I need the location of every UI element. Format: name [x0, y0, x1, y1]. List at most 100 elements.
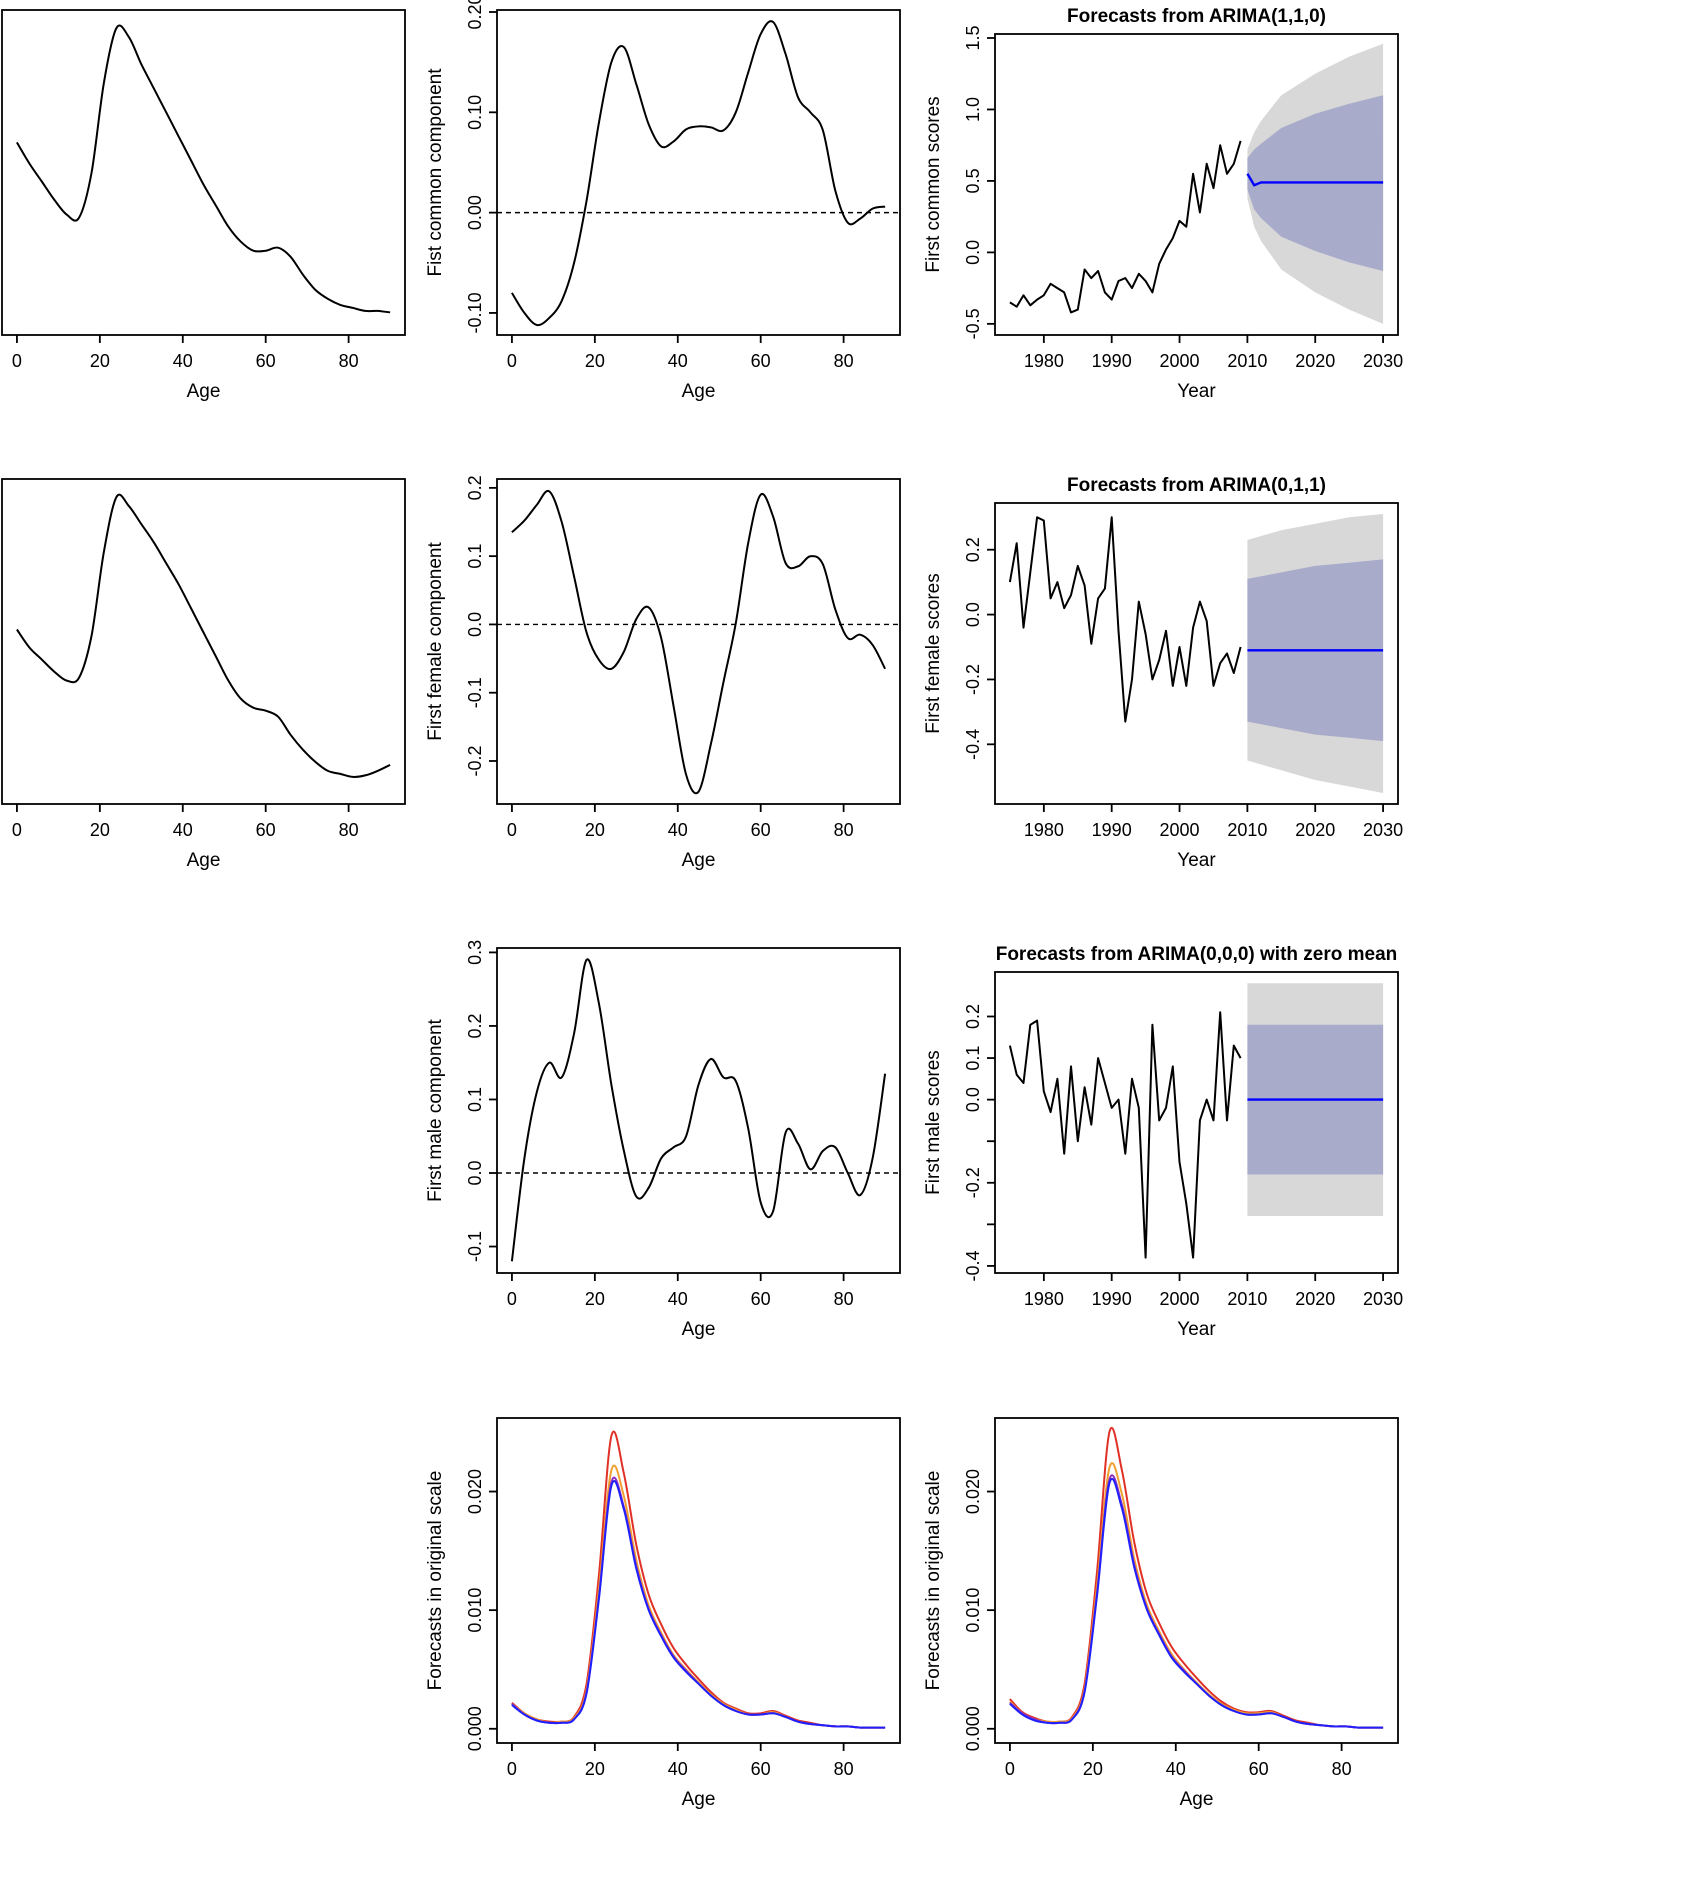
series-common-mean-curve — [16, 24, 391, 314]
x-tick-label: 1990 — [1092, 351, 1132, 371]
y-tick-label: 0.5 — [963, 168, 983, 193]
panel-title: Forecasts from ARIMA(1,1,0) — [1067, 6, 1326, 27]
x-tick-label: 20 — [90, 820, 110, 840]
x-tick-label: 60 — [1249, 1759, 1269, 1779]
y-tick-label: 0.0 — [963, 1087, 983, 1112]
panel-title: Forecasts from ARIMA(0,0,0) with zero me… — [996, 944, 1398, 965]
x-tick-label: 40 — [668, 1289, 688, 1309]
panel-c8: 1980 1990 2000 2010 2020 2030 -0.4 -0.2 0.0 0.1 0.… — [923, 944, 1403, 1340]
x-tick-label: 20 — [585, 1759, 605, 1779]
y-tick-label: 1.5 — [963, 25, 983, 50]
y-axis-title: First male scores — [923, 1050, 944, 1195]
y-tick-label: -0.2 — [963, 1167, 983, 1198]
y-tick-label: 0.0 — [963, 602, 983, 627]
history-line — [1008, 516, 1242, 723]
series-forecast-orange — [1009, 1462, 1384, 1729]
x-tick-label: 40 — [173, 820, 193, 840]
plot-box — [994, 971, 1399, 1274]
series-forecast-orange — [511, 1464, 886, 1729]
x-tick-label: 40 — [668, 1759, 688, 1779]
x-tick-label: 20 — [585, 1289, 605, 1309]
panel-c3: 1980 1990 2000 2010 2020 2030 -0.5 0.0 0.5 1.0 1.5… — [923, 6, 1403, 402]
plot-box — [994, 502, 1399, 805]
y-tick-label: 0.2 — [963, 537, 983, 562]
series-forecast-purple — [1009, 1474, 1384, 1729]
x-tick-label: 60 — [751, 1759, 771, 1779]
x-axis-title: Age — [1180, 1789, 1214, 1810]
x-tick-label: 20 — [585, 820, 605, 840]
y-tick-label: -0.1 — [465, 1231, 485, 1262]
y-tick-label: 0.0 — [465, 1160, 485, 1185]
x-tick-label: 2020 — [1295, 1289, 1335, 1309]
x-tick-label: 2000 — [1160, 820, 1200, 840]
y-tick-label: 0.00 — [465, 195, 485, 230]
series-forecast-blue — [511, 1480, 886, 1729]
panel-c10: 0 20 40 60 80 0.000 0.010 0.020 Age Forecasts in … — [923, 1417, 1399, 1810]
y-tick-label: 0.20 — [465, 0, 485, 30]
x-tick-label: 0 — [507, 1759, 517, 1779]
x-tick-label: 0 — [12, 351, 22, 371]
y-tick-label: -0.10 — [465, 292, 485, 333]
x-tick-label: 2030 — [1363, 351, 1403, 371]
y-tick-label: 0.1 — [963, 1046, 983, 1071]
x-tick-label: 80 — [339, 351, 359, 371]
x-tick-label: 2010 — [1227, 351, 1267, 371]
series-first-male-component — [510, 958, 887, 1262]
y-tick-label: 0.1 — [465, 544, 485, 569]
x-tick-label: 1980 — [1024, 820, 1064, 840]
plot-box — [496, 478, 901, 805]
x-tick-label: 40 — [173, 351, 193, 371]
x-tick-label: 40 — [668, 820, 688, 840]
x-axis-title: Age — [187, 381, 221, 402]
x-tick-label: 2020 — [1295, 351, 1335, 371]
x-tick-label: 0 — [1005, 1759, 1015, 1779]
y-tick-label: 0.020 — [963, 1469, 983, 1514]
panel-title: Forecasts from ARIMA(0,1,1) — [1067, 475, 1326, 496]
plot-box — [1, 478, 406, 805]
x-tick-label: 2030 — [1363, 820, 1403, 840]
x-tick-label: 2020 — [1295, 820, 1335, 840]
y-tick-label: -0.1 — [465, 677, 485, 708]
plot-box — [496, 9, 901, 336]
x-tick-label: 1990 — [1092, 1289, 1132, 1309]
x-tick-label: 80 — [1332, 1759, 1352, 1779]
y-tick-label: 0.10 — [465, 95, 485, 130]
x-axis-title: Year — [1177, 1319, 1216, 1340]
y-tick-label: 0.010 — [465, 1588, 485, 1633]
y-axis-title: Forecasts in original scale — [923, 1471, 944, 1691]
panel-c1: 0 20 40 60 80 Age — [1, 9, 406, 402]
x-tick-label: 80 — [834, 1759, 854, 1779]
series-first-common-component — [511, 20, 886, 327]
panel-c9: 0 20 40 60 80 0.000 0.010 0.020 Age Forecasts in … — [425, 1417, 901, 1810]
x-tick-label: 80 — [834, 820, 854, 840]
y-tick-label: 0.2 — [465, 475, 485, 500]
x-tick-label: 40 — [668, 351, 688, 371]
y-tick-label: -0.2 — [465, 745, 485, 776]
x-tick-label: 0 — [507, 820, 517, 840]
y-tick-label: 0.010 — [963, 1588, 983, 1633]
x-tick-label: 2030 — [1363, 1289, 1403, 1309]
x-tick-label: 2000 — [1160, 351, 1200, 371]
history-line — [1008, 1011, 1242, 1259]
y-tick-label: -0.4 — [963, 1250, 983, 1281]
x-axis-title: Year — [1177, 850, 1216, 871]
x-tick-label: 60 — [751, 820, 771, 840]
x-tick-label: 40 — [1166, 1759, 1186, 1779]
x-tick-label: 80 — [834, 351, 854, 371]
x-tick-label: 1990 — [1092, 820, 1132, 840]
x-tick-label: 80 — [339, 820, 359, 840]
panel-c6: 1980 1990 2000 2010 2020 2030 -0.4 -0.2 0.0 0.2 Ye… — [923, 475, 1403, 871]
y-axis-title: First female component — [425, 542, 446, 741]
x-tick-label: 0 — [507, 351, 517, 371]
x-axis-title: Age — [682, 381, 716, 402]
x-tick-label: 20 — [1083, 1759, 1103, 1779]
x-tick-label: 80 — [834, 1289, 854, 1309]
x-tick-label: 0 — [12, 820, 22, 840]
x-tick-label: 60 — [256, 820, 276, 840]
y-tick-label: 0.0 — [963, 240, 983, 265]
y-tick-label: 0.1 — [465, 1087, 485, 1112]
x-axis-title: Age — [682, 1789, 716, 1810]
y-tick-label: 0.000 — [465, 1706, 485, 1751]
y-axis-title: First male component — [425, 1018, 446, 1201]
